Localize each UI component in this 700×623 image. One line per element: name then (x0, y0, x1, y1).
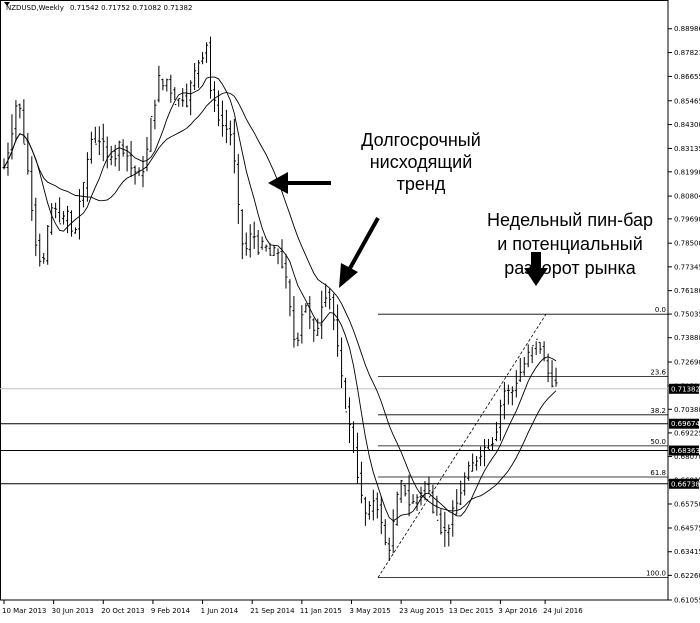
arrow-left-icon (268, 172, 331, 194)
x-tick-label: 1 Jun 2014 (201, 607, 239, 615)
y-tick-label: 0.75035 (674, 311, 700, 319)
x-tick-label: 3 Apr 2016 (498, 607, 537, 615)
annotation-trend-line-1: Долгосрочный (361, 130, 481, 150)
y-tick-label: 0.69225 (674, 429, 700, 437)
fibonacci-layer: 0.0 23.6 38.2 50.0 61.8 100.0 (377, 306, 668, 579)
x-tick-label: 30 Jun 2013 (52, 607, 94, 615)
grid-layer (0, 0, 669, 601)
x-tick-label: 24 Jul 2016 (543, 607, 583, 615)
plot-frame (0, 0, 669, 601)
level-price-tag (669, 445, 699, 456)
x-tick-label: 20 Oct 2013 (101, 607, 144, 615)
price-bars-layer (2, 36, 558, 561)
annotation-pinbar-line-1: Недельный пин-бар (487, 210, 653, 230)
x-tick-label: 9 Feb 2014 (151, 607, 191, 615)
fibo-level-label: 61.8 (650, 469, 666, 477)
symbol-label: NZDUSD,Weekly (6, 4, 64, 12)
fibo-level-label: 100.0 (646, 570, 666, 578)
annotation-trend-line-2: нисходящий (370, 152, 473, 172)
y-tick-label: 0.85465 (674, 97, 700, 105)
level-price-label: 0.69674 (671, 420, 700, 428)
y-tick-label: 0.64575 (674, 525, 700, 533)
x-tick-label: 23 Aug 2015 (399, 607, 444, 615)
annotation-trend-line-3: тренд (397, 174, 446, 194)
y-tick-label: 0.83135 (674, 145, 700, 153)
fibo-diagonal[interactable] (377, 313, 547, 578)
fibo-level-label: 0.0 (655, 306, 666, 314)
level-price-label: 0.66738 (671, 480, 700, 488)
x-tick-label: 21 Sep 2014 (250, 607, 295, 615)
x-tick-label: 3 May 2015 (350, 607, 391, 615)
ohlc-readout: 0.71542 0.71752 0.71082 0.71382 (70, 4, 192, 12)
current-price-label: 0.71382 (671, 385, 700, 393)
fibo-level-label: 38.2 (650, 407, 666, 415)
fibo-level-label: 50.0 (650, 438, 666, 446)
level-price-tag (669, 478, 699, 489)
annotation-layer: Долгосрочный нисходящий тренд Недельный … (268, 130, 653, 288)
y-tick-label: 0.88986 (674, 25, 700, 33)
moving-average-fast (3, 76, 557, 522)
level-price-tag (669, 418, 699, 429)
y-tick-label: 0.87821 (674, 49, 700, 57)
current-price-tag (669, 383, 699, 394)
arrow-down-left-icon (339, 217, 380, 288)
symbol-dropdown-icon[interactable] (4, 2, 10, 6)
y-tick-label: 0.61055 (674, 597, 700, 605)
x-tick-label: 11 Jan 2015 (300, 607, 342, 615)
level-price-label: 0.68363 (671, 447, 700, 455)
y-tick-label: 0.63415 (674, 548, 700, 556)
y-tick-label: 0.86655 (674, 73, 700, 81)
x-tick-label: 10 Mar 2013 (2, 607, 46, 615)
y-tick-label: 0.77345 (674, 263, 700, 271)
y-tick-label: 0.80804 (674, 193, 700, 201)
arrow-down-icon (524, 252, 548, 286)
annotation-pinbar-line-2: и потенциальный (497, 234, 643, 254)
fibo-level-label: 23.6 (650, 368, 666, 376)
x-tick-label: 13 Dec 2015 (449, 607, 494, 615)
